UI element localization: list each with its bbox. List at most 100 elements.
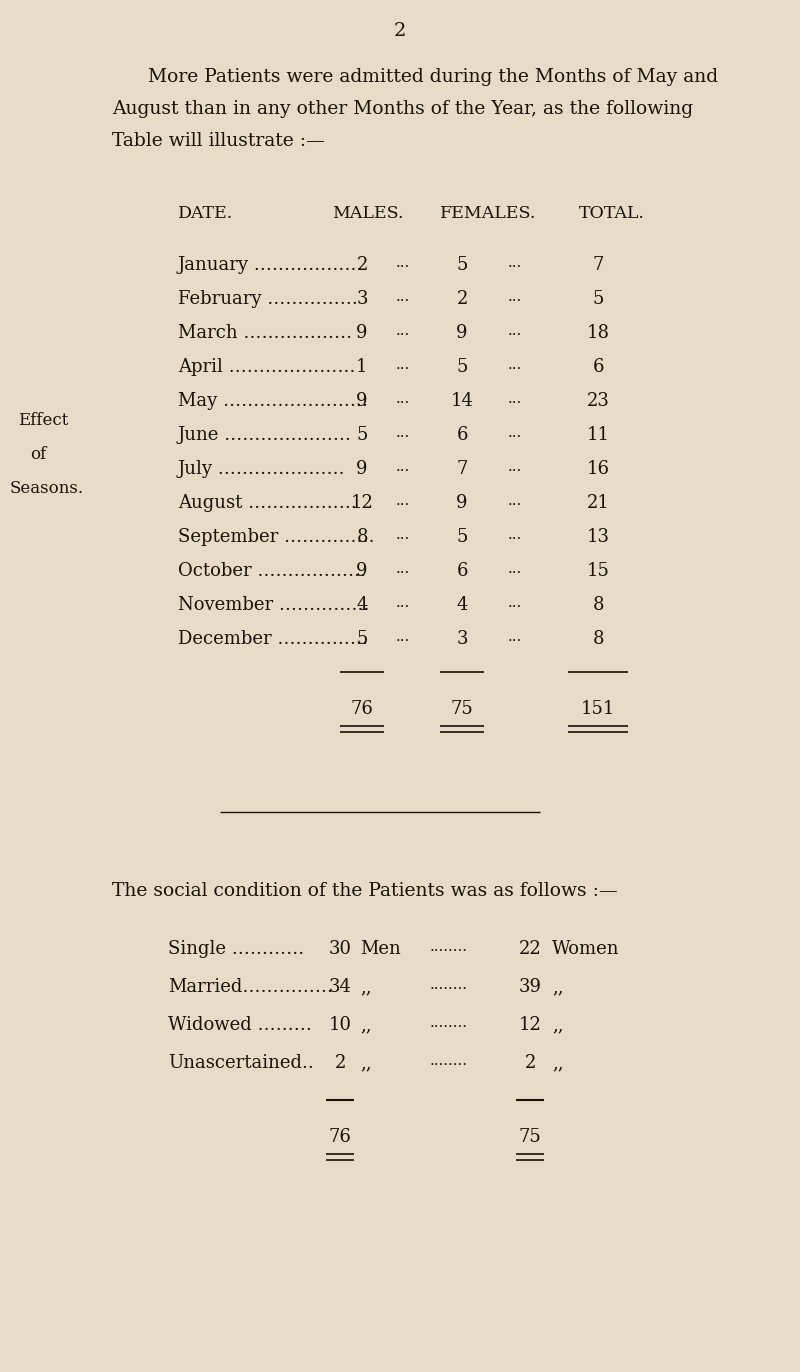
Text: 2: 2	[524, 1054, 536, 1072]
Text: 4: 4	[456, 595, 468, 615]
Text: 8: 8	[592, 595, 604, 615]
Text: ,,: ,,	[360, 978, 371, 996]
Text: ...: ...	[508, 324, 522, 338]
Text: January ………………: January ………………	[178, 257, 363, 274]
Text: 7: 7	[456, 460, 468, 477]
Text: MALES.: MALES.	[332, 204, 404, 222]
Text: 2: 2	[456, 289, 468, 307]
Text: 1: 1	[356, 358, 368, 376]
Text: ........: ........	[430, 978, 468, 992]
Text: ...: ...	[396, 358, 410, 372]
Text: April …………………: April …………………	[178, 358, 355, 376]
Text: 5: 5	[456, 528, 468, 546]
Text: ........: ........	[430, 1017, 468, 1030]
Text: DATE.: DATE.	[178, 204, 234, 222]
Text: ...: ...	[396, 460, 410, 473]
Text: 5: 5	[356, 630, 368, 648]
Text: ...: ...	[508, 257, 522, 270]
Text: 2: 2	[356, 257, 368, 274]
Text: 11: 11	[586, 425, 610, 445]
Text: August ………………: August ………………	[178, 494, 357, 512]
Text: 34: 34	[329, 978, 351, 996]
Text: 3: 3	[356, 289, 368, 307]
Text: 16: 16	[586, 460, 610, 477]
Text: Table will illustrate :—: Table will illustrate :—	[112, 132, 325, 150]
Text: 13: 13	[586, 528, 610, 546]
Text: ...: ...	[508, 563, 522, 576]
Text: ...: ...	[508, 358, 522, 372]
Text: 2: 2	[394, 22, 406, 40]
Text: 3: 3	[456, 630, 468, 648]
Text: More Patients were admitted during the Months of May and: More Patients were admitted during the M…	[148, 69, 718, 86]
Text: ...: ...	[508, 528, 522, 542]
Text: ...: ...	[508, 425, 522, 440]
Text: ...: ...	[396, 425, 410, 440]
Text: 6: 6	[592, 358, 604, 376]
Text: 9: 9	[356, 460, 368, 477]
Text: June …………………: June …………………	[178, 425, 352, 445]
Text: ...: ...	[396, 392, 410, 406]
Text: Effect: Effect	[18, 412, 68, 429]
Text: December ……………: December ……………	[178, 630, 368, 648]
Text: 2: 2	[334, 1054, 346, 1072]
Text: ...: ...	[508, 392, 522, 406]
Text: 9: 9	[356, 563, 368, 580]
Text: 76: 76	[350, 700, 374, 718]
Text: Men: Men	[360, 940, 401, 958]
Text: ...: ...	[396, 595, 410, 611]
Text: ...: ...	[396, 289, 410, 305]
Text: ,,: ,,	[552, 978, 563, 996]
Text: Widowed ………: Widowed ………	[168, 1017, 312, 1034]
Text: ...: ...	[508, 494, 522, 508]
Text: 14: 14	[450, 392, 474, 410]
Text: ...: ...	[396, 257, 410, 270]
Text: Married……………: Married……………	[168, 978, 333, 996]
Text: 18: 18	[586, 324, 610, 342]
Text: ,,: ,,	[552, 1054, 563, 1072]
Text: 15: 15	[586, 563, 610, 580]
Text: 5: 5	[456, 358, 468, 376]
Text: ...: ...	[396, 563, 410, 576]
Text: 9: 9	[456, 494, 468, 512]
Text: 9: 9	[356, 324, 368, 342]
Text: 4: 4	[356, 595, 368, 615]
Text: 8: 8	[592, 630, 604, 648]
Text: ........: ........	[430, 1054, 468, 1067]
Text: 10: 10	[329, 1017, 351, 1034]
Text: ,,: ,,	[552, 1017, 563, 1034]
Text: July …………………: July …………………	[178, 460, 346, 477]
Text: 8: 8	[356, 528, 368, 546]
Text: 76: 76	[329, 1128, 351, 1146]
Text: ...: ...	[396, 630, 410, 643]
Text: 39: 39	[518, 978, 542, 996]
Text: ........: ........	[430, 940, 468, 954]
Text: 22: 22	[518, 940, 542, 958]
Text: ...: ...	[508, 289, 522, 305]
Text: ...: ...	[396, 324, 410, 338]
Text: ...: ...	[396, 528, 410, 542]
Text: 30: 30	[329, 940, 351, 958]
Text: 9: 9	[356, 392, 368, 410]
Text: February ……………: February ……………	[178, 289, 358, 307]
Text: 151: 151	[581, 700, 615, 718]
Text: 6: 6	[456, 563, 468, 580]
Text: 5: 5	[592, 289, 604, 307]
Text: 75: 75	[450, 700, 474, 718]
Text: Unascertained..: Unascertained..	[168, 1054, 314, 1072]
Text: Seasons.: Seasons.	[10, 480, 84, 497]
Text: of: of	[30, 446, 46, 462]
Text: 5: 5	[456, 257, 468, 274]
Text: FEMALES.: FEMALES.	[440, 204, 536, 222]
Text: ...: ...	[508, 460, 522, 473]
Text: 75: 75	[518, 1128, 542, 1146]
Text: The social condition of the Patients was as follows :—: The social condition of the Patients was…	[112, 882, 618, 900]
Text: Women: Women	[552, 940, 619, 958]
Text: September ……………: September ……………	[178, 528, 374, 546]
Text: ...: ...	[396, 494, 410, 508]
Text: ,,: ,,	[360, 1017, 371, 1034]
Text: August than in any other Months of the Year, as the following: August than in any other Months of the Y…	[112, 100, 693, 118]
Text: TOTAL.: TOTAL.	[579, 204, 645, 222]
Text: 7: 7	[592, 257, 604, 274]
Text: October ………………: October ………………	[178, 563, 366, 580]
Text: 6: 6	[456, 425, 468, 445]
